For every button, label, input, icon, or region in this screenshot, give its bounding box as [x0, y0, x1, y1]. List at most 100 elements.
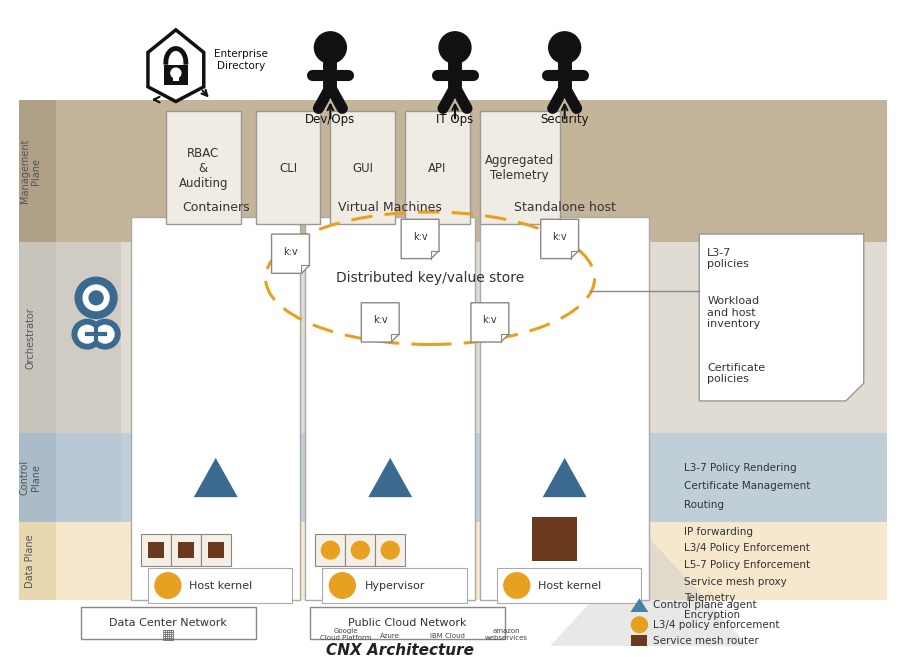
Text: Certificate
policies: Certificate policies: [707, 363, 766, 384]
Text: Security: Security: [541, 113, 589, 125]
Bar: [200, 534, 230, 566]
Polygon shape: [630, 599, 649, 612]
Polygon shape: [471, 303, 509, 342]
Bar: [631, 635, 648, 648]
Bar: [310, 607, 505, 639]
Circle shape: [73, 319, 102, 349]
Text: L3/4 Policy Enforcement: L3/4 Policy Enforcement: [684, 543, 810, 553]
Text: Hypervisor: Hypervisor: [365, 581, 425, 591]
Text: Aggregated
Telemetry: Aggregated Telemetry: [485, 154, 554, 182]
Bar: [316, 534, 346, 566]
Text: k:v: k:v: [552, 232, 567, 242]
Bar: [375, 534, 405, 566]
Text: Dev/Ops: Dev/Ops: [306, 113, 356, 125]
Circle shape: [329, 573, 356, 599]
Text: Containers: Containers: [182, 201, 249, 214]
Text: amazon
webservices: amazon webservices: [485, 629, 528, 641]
Circle shape: [351, 541, 369, 559]
Text: IBM Cloud: IBM Cloud: [430, 633, 465, 639]
Polygon shape: [541, 219, 579, 259]
Circle shape: [381, 541, 399, 559]
Circle shape: [89, 291, 103, 305]
Text: Orchestrator: Orchestrator: [25, 307, 35, 369]
Text: L3-7 Policy Rendering: L3-7 Policy Rendering: [684, 463, 797, 472]
Bar: [405, 111, 470, 224]
Circle shape: [96, 325, 114, 343]
Polygon shape: [699, 234, 863, 401]
Bar: [306, 217, 475, 600]
Text: IT Ops: IT Ops: [436, 113, 473, 125]
Text: Encryption: Encryption: [684, 610, 740, 620]
Circle shape: [321, 541, 339, 559]
Bar: [480, 111, 560, 224]
Bar: [497, 568, 641, 603]
Text: GUI: GUI: [352, 162, 374, 175]
Text: Routing: Routing: [684, 500, 725, 510]
Text: Azure: Azure: [380, 633, 400, 639]
Text: Telemetry: Telemetry: [684, 593, 736, 603]
Bar: [256, 111, 320, 224]
Text: Control plane agent: Control plane agent: [653, 600, 757, 610]
Circle shape: [83, 285, 109, 311]
Bar: [330, 111, 395, 224]
Text: Standalone host: Standalone host: [513, 201, 616, 214]
Circle shape: [155, 573, 180, 599]
Text: Distributed key/value store: Distributed key/value store: [336, 271, 524, 285]
Bar: [141, 534, 171, 566]
Circle shape: [171, 68, 180, 78]
Bar: [173, 72, 179, 81]
Polygon shape: [361, 303, 399, 342]
Text: Host kernel: Host kernel: [189, 581, 252, 591]
Bar: [208, 542, 224, 558]
Bar: [81, 607, 256, 639]
Text: Host kernel: Host kernel: [538, 581, 601, 591]
Bar: [148, 568, 292, 603]
Text: Data Center Network: Data Center Network: [109, 618, 227, 628]
Text: Public Cloud Network: Public Cloud Network: [348, 618, 466, 628]
Bar: [131, 217, 300, 600]
Text: Control
Plane: Control Plane: [19, 460, 41, 495]
Circle shape: [631, 617, 648, 633]
Polygon shape: [194, 458, 238, 497]
Text: Data Plane: Data Plane: [25, 534, 35, 588]
Text: k:v: k:v: [413, 232, 427, 242]
Text: Google
Cloud Platform: Google Cloud Platform: [320, 629, 372, 641]
Text: CNX Architecture: CNX Architecture: [327, 643, 474, 657]
Bar: [19, 522, 56, 600]
Polygon shape: [542, 458, 587, 497]
Bar: [532, 517, 577, 561]
Polygon shape: [550, 538, 749, 646]
Circle shape: [439, 32, 471, 63]
Text: Management
Plane: Management Plane: [19, 139, 41, 204]
Bar: [178, 542, 194, 558]
Text: API: API: [428, 162, 447, 175]
Polygon shape: [271, 234, 309, 273]
Bar: [346, 534, 375, 566]
Bar: [56, 242, 121, 434]
Circle shape: [549, 32, 580, 63]
Polygon shape: [401, 219, 439, 259]
Circle shape: [78, 325, 96, 343]
Bar: [19, 100, 887, 242]
Bar: [166, 111, 240, 224]
Circle shape: [315, 32, 346, 63]
Text: L5-7 Policy Enforcement: L5-7 Policy Enforcement: [684, 560, 811, 570]
Bar: [148, 542, 164, 558]
Circle shape: [75, 277, 117, 319]
Bar: [480, 217, 649, 600]
Text: ▦: ▦: [161, 627, 174, 641]
Bar: [19, 100, 56, 242]
Bar: [322, 568, 467, 603]
Text: Enterprise
Directory: Enterprise Directory: [214, 49, 268, 71]
Text: RBAC
&
Auditing: RBAC & Auditing: [179, 147, 228, 190]
Text: k:v: k:v: [283, 247, 297, 257]
Bar: [171, 534, 200, 566]
Bar: [56, 434, 121, 522]
Bar: [19, 242, 56, 434]
Circle shape: [504, 573, 530, 599]
Text: Certificate Management: Certificate Management: [684, 482, 811, 491]
Text: Virtual Machines: Virtual Machines: [338, 201, 442, 214]
Text: L3-7
policies: L3-7 policies: [707, 248, 749, 269]
Text: k:v: k:v: [483, 315, 497, 325]
Text: Service mesh router: Service mesh router: [653, 637, 759, 646]
